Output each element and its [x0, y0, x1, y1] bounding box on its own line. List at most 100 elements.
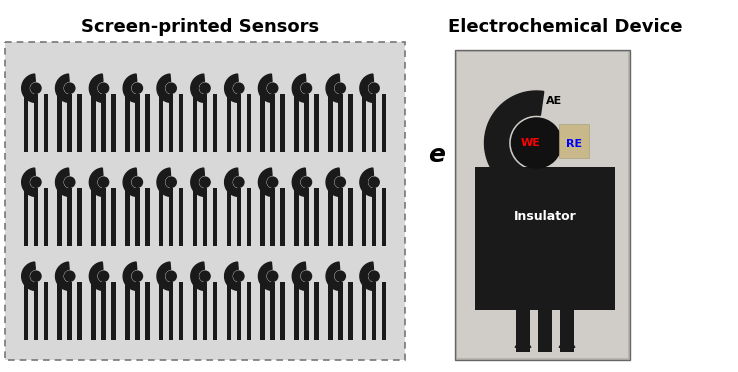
- Bar: [338, 188, 342, 246]
- Bar: [227, 282, 231, 340]
- Circle shape: [30, 176, 42, 188]
- Bar: [294, 94, 299, 152]
- Polygon shape: [157, 262, 170, 291]
- Circle shape: [199, 176, 211, 188]
- Bar: [67, 94, 72, 152]
- Bar: [270, 188, 275, 246]
- Bar: [179, 282, 184, 340]
- Bar: [372, 282, 376, 340]
- Bar: [294, 188, 299, 246]
- Polygon shape: [224, 74, 238, 102]
- Polygon shape: [89, 74, 103, 102]
- Bar: [560, 310, 574, 352]
- Bar: [24, 282, 28, 340]
- Bar: [348, 188, 353, 246]
- Bar: [169, 282, 173, 340]
- Polygon shape: [360, 262, 373, 291]
- Bar: [92, 282, 96, 340]
- Bar: [213, 94, 217, 152]
- Polygon shape: [191, 168, 204, 196]
- Bar: [237, 94, 241, 152]
- Bar: [159, 94, 163, 152]
- Polygon shape: [360, 74, 373, 102]
- Bar: [304, 282, 308, 340]
- Text: e: e: [428, 143, 445, 167]
- Bar: [455, 50, 630, 360]
- Polygon shape: [258, 262, 272, 291]
- Circle shape: [233, 176, 245, 188]
- Bar: [203, 188, 207, 246]
- Bar: [5, 42, 405, 360]
- Bar: [58, 282, 62, 340]
- Polygon shape: [89, 168, 103, 196]
- Bar: [169, 94, 173, 152]
- Bar: [179, 188, 184, 246]
- Bar: [77, 188, 82, 246]
- Circle shape: [199, 270, 211, 282]
- Bar: [34, 188, 38, 246]
- Bar: [44, 282, 48, 340]
- Polygon shape: [21, 74, 35, 102]
- Bar: [328, 188, 333, 246]
- Polygon shape: [360, 168, 373, 196]
- Circle shape: [334, 270, 346, 282]
- Polygon shape: [157, 74, 170, 102]
- Bar: [246, 94, 251, 152]
- Bar: [179, 94, 184, 152]
- Polygon shape: [21, 262, 35, 291]
- Polygon shape: [326, 262, 339, 291]
- Bar: [246, 282, 251, 340]
- Bar: [237, 282, 241, 340]
- Bar: [101, 188, 106, 246]
- Polygon shape: [292, 74, 306, 102]
- Bar: [24, 94, 28, 152]
- Bar: [538, 310, 552, 352]
- Bar: [261, 94, 265, 152]
- Circle shape: [131, 176, 143, 188]
- Circle shape: [267, 270, 278, 282]
- Circle shape: [30, 270, 42, 282]
- Bar: [227, 94, 231, 152]
- Circle shape: [97, 82, 109, 94]
- Bar: [261, 282, 265, 340]
- Bar: [382, 282, 386, 340]
- Polygon shape: [292, 168, 306, 196]
- Bar: [101, 94, 106, 152]
- Bar: [372, 188, 376, 246]
- Text: Electrochemical Device: Electrochemical Device: [448, 18, 682, 36]
- Bar: [362, 94, 366, 152]
- Polygon shape: [224, 262, 238, 291]
- Bar: [203, 282, 207, 340]
- Bar: [362, 188, 366, 246]
- Bar: [280, 94, 285, 152]
- Polygon shape: [55, 262, 69, 291]
- Circle shape: [368, 270, 380, 282]
- Bar: [145, 282, 150, 340]
- Bar: [193, 188, 197, 246]
- Bar: [314, 282, 319, 340]
- Polygon shape: [485, 91, 544, 195]
- Bar: [125, 282, 130, 340]
- Bar: [193, 94, 197, 152]
- Polygon shape: [224, 168, 238, 196]
- Circle shape: [64, 270, 75, 282]
- Circle shape: [64, 82, 75, 94]
- Polygon shape: [157, 168, 170, 196]
- Bar: [475, 167, 615, 310]
- Bar: [77, 282, 82, 340]
- FancyBboxPatch shape: [559, 124, 589, 158]
- Bar: [111, 282, 116, 340]
- Circle shape: [97, 270, 109, 282]
- Bar: [237, 188, 241, 246]
- Bar: [135, 282, 139, 340]
- Circle shape: [131, 270, 143, 282]
- Polygon shape: [191, 262, 204, 291]
- Bar: [24, 188, 28, 246]
- Bar: [135, 94, 139, 152]
- Circle shape: [199, 82, 211, 94]
- Bar: [101, 282, 106, 340]
- Bar: [111, 188, 116, 246]
- Circle shape: [300, 82, 312, 94]
- Text: AE: AE: [546, 96, 562, 106]
- Bar: [193, 282, 197, 340]
